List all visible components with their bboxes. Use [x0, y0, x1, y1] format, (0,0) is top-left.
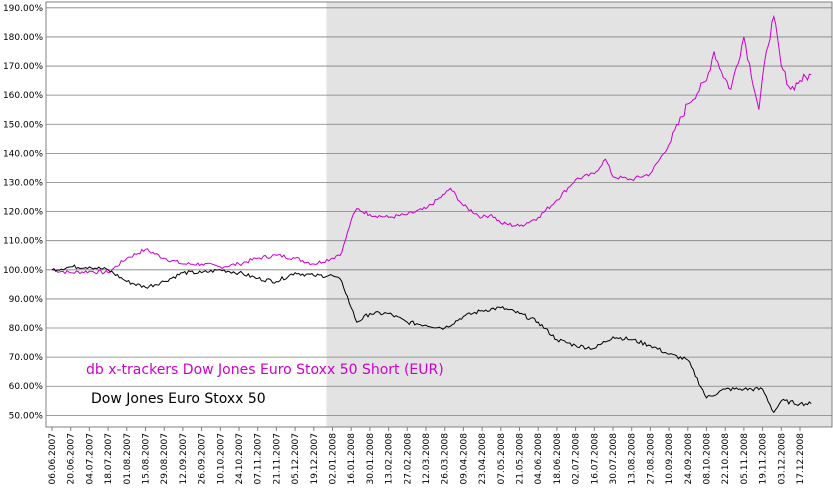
y-tick-label: 90.00%	[9, 295, 44, 305]
legend-entry-short-etf: db x-trackers Dow Jones Euro Stoxx 50 Sh…	[86, 362, 444, 378]
x-tick-label: 21.05.2008	[516, 433, 526, 485]
y-tick-label: 110.00%	[3, 237, 43, 247]
x-tick-label: 22.10.2008	[721, 433, 731, 485]
grid-lines	[45, 1, 833, 428]
x-tick-label: 26.03.2008	[441, 433, 451, 485]
x-tick-label: 13.02.2008	[385, 433, 395, 485]
series-line-short-etf	[51, 14, 812, 275]
x-tick-label: 03.12.2008	[777, 433, 787, 485]
y-tick-label: 50.00%	[9, 411, 44, 421]
x-tick-label: 10.10.2007	[216, 433, 226, 485]
y-tick-label: 100.00%	[3, 266, 43, 276]
y-tick-label: 120.00%	[3, 208, 43, 218]
x-tick-label: 19.11.2008	[759, 433, 769, 485]
x-tick-label: 24.10.2007	[235, 433, 245, 485]
y-tick-label: 170.00%	[3, 62, 43, 72]
y-tick-label: 140.00%	[3, 149, 43, 159]
x-tick-label: 12.09.2007	[179, 433, 189, 485]
x-tick-label: 16.01.2008	[347, 433, 357, 485]
x-tick-label: 24.09.2008	[684, 433, 694, 485]
x-tick-label: 10.09.2008	[665, 433, 675, 485]
x-tick-label: 19.12.2007	[310, 433, 320, 485]
x-tick-label: 06.06.2007	[48, 433, 58, 485]
y-tick-label: 130.00%	[3, 178, 43, 188]
y-tick-label: 190.00%	[3, 4, 43, 14]
x-tick-label: 07.05.2008	[497, 433, 507, 485]
x-tick-label: 26.09.2007	[198, 433, 208, 485]
x-tick-label: 07.11.2007	[254, 433, 264, 485]
y-tick-label: 80.00%	[9, 324, 44, 334]
y-tick-label: 70.00%	[9, 353, 44, 363]
x-tick-label: 18.07.2007	[104, 433, 114, 485]
x-axis-tick-labels: 06.06.2007 20.06.2007 04.07.2007 18.07.2007…	[48, 427, 806, 485]
x-tick-label: 23.04.2008	[478, 433, 488, 485]
x-tick-label: 09.04.2008	[459, 433, 469, 485]
series-lines	[51, 14, 812, 414]
x-tick-label: 02.01.2008	[329, 433, 339, 485]
x-tick-label: 27.08.2008	[646, 433, 656, 485]
x-tick-label: 15.08.2007	[142, 433, 152, 485]
x-tick-label: 30.01.2008	[366, 433, 376, 485]
y-tick-label: 60.00%	[9, 382, 44, 392]
y-tick-label: 160.00%	[3, 91, 43, 101]
legend: db x-trackers Dow Jones Euro Stoxx 50 Sh…	[86, 362, 444, 407]
x-tick-label: 27.02.2008	[403, 433, 413, 485]
x-tick-label: 04.07.2007	[85, 433, 95, 485]
x-tick-label: 16.07.2008	[590, 433, 600, 485]
y-tick-label: 150.00%	[3, 120, 43, 130]
series-line-euro-stoxx	[51, 264, 812, 414]
y-tick-label: 180.00%	[3, 33, 43, 43]
x-tick-label: 04.06.2008	[534, 433, 544, 485]
y-axis-tick-labels: 190.00% 180.00% 170.00% 160.00% 150.00% 140.0…	[3, 4, 43, 422]
legend-entry-euro-stoxx: Dow Jones Euro Stoxx 50	[91, 391, 266, 407]
x-tick-label: 02.07.2008	[572, 433, 582, 485]
x-tick-label: 18.06.2008	[553, 433, 563, 485]
plot-frame	[45, 1, 833, 428]
x-tick-label: 05.11.2008	[740, 433, 750, 485]
x-tick-label: 30.07.2008	[609, 433, 619, 485]
x-tick-label: 13.08.2008	[628, 433, 638, 485]
x-tick-label: 29.08.2007	[160, 433, 170, 485]
x-tick-label: 17.12.2008	[796, 433, 806, 485]
x-tick-label: 12.03.2008	[422, 433, 432, 485]
x-tick-label: 08.10.2008	[703, 433, 713, 485]
x-tick-label: 21.11.2007	[272, 433, 282, 485]
x-tick-label: 05.12.2007	[291, 433, 301, 485]
x-tick-label: 01.08.2007	[123, 433, 133, 485]
x-tick-label: 20.06.2007	[67, 433, 77, 485]
shaded-period	[326, 2, 832, 427]
